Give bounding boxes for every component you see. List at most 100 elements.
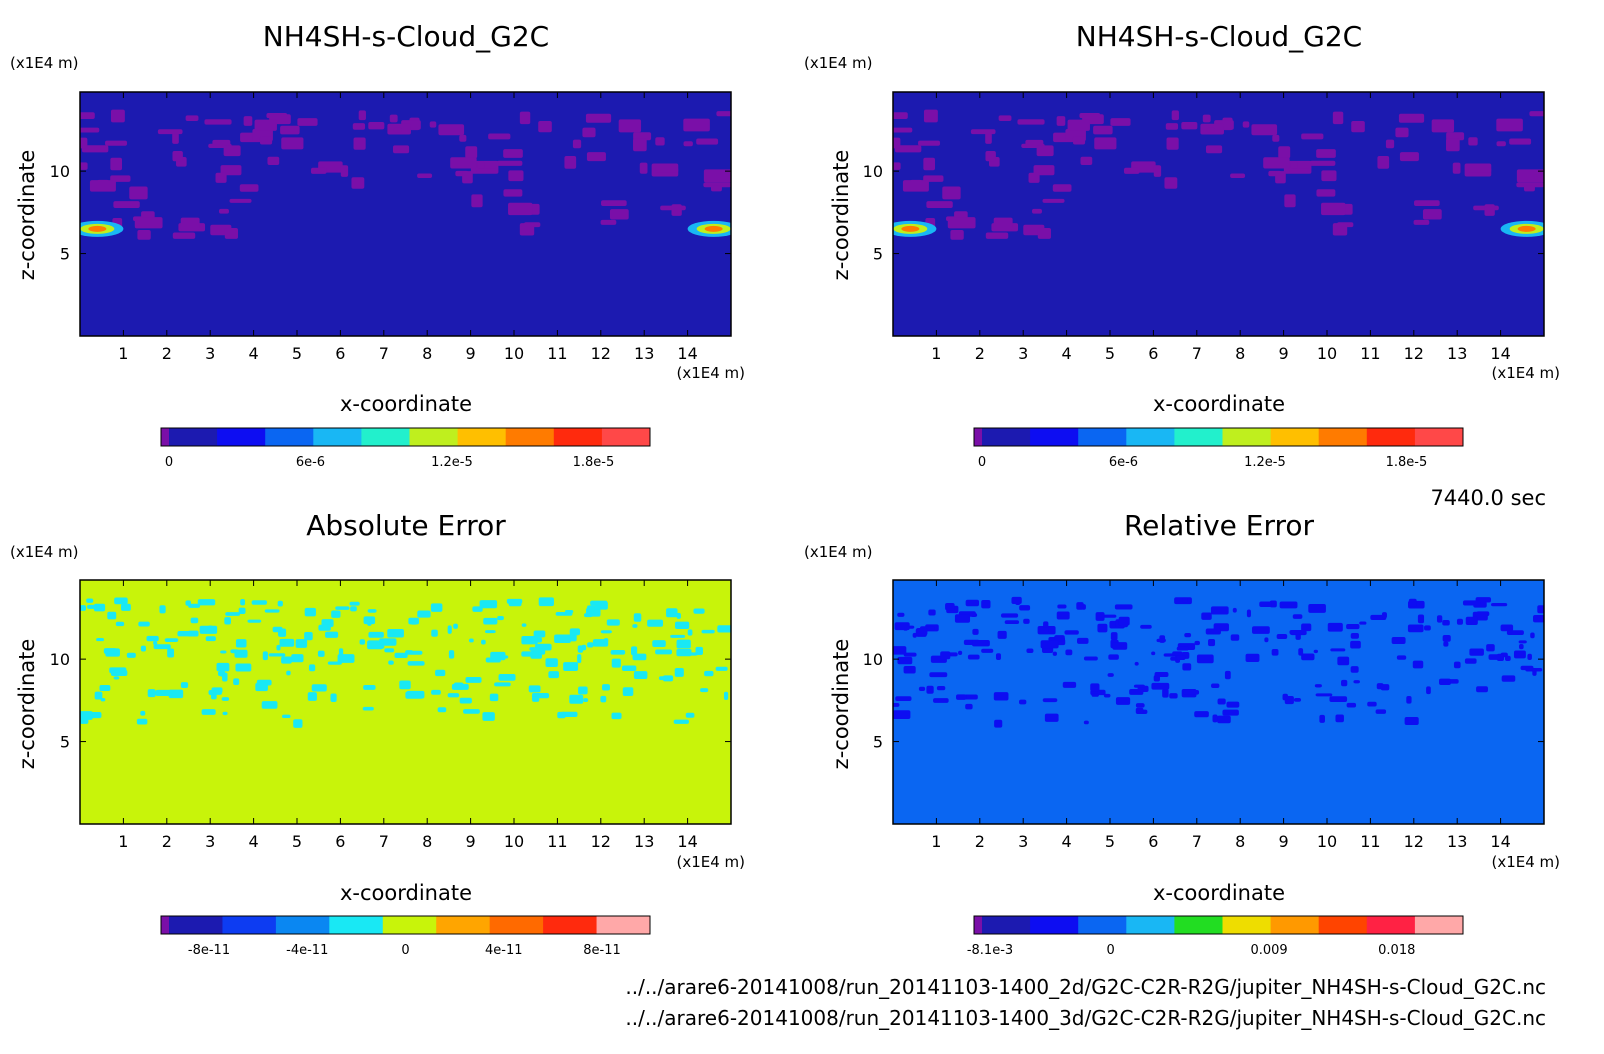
x-tick-label: 8 [422, 832, 432, 851]
file-path-3d: ../../arare6-20141008/run_20141103-1400_… [625, 1006, 1546, 1030]
feature-cell [1465, 616, 1478, 625]
feature-cell [1076, 602, 1084, 610]
feature-cell [1205, 628, 1221, 635]
feature-cell [103, 648, 117, 654]
feature-cell [408, 617, 420, 625]
feature-cell [538, 121, 552, 133]
x-tick-label: 13 [634, 344, 654, 363]
feature-cell [1023, 618, 1030, 624]
feature-cell [215, 172, 227, 183]
colorbar-swatch [382, 916, 437, 934]
feature-cell [1321, 202, 1346, 216]
feature-cell [912, 632, 917, 638]
feature-cell [430, 603, 443, 612]
feature-cell [229, 198, 252, 203]
feature-cell [1208, 639, 1216, 647]
feature-cell [1275, 171, 1286, 184]
feature-cell [942, 186, 961, 200]
feature-cell [1518, 640, 1527, 644]
feature-cell [954, 614, 971, 623]
colorbar-tick-label: 0 [1106, 943, 1114, 958]
colorbar-swatch [974, 428, 983, 446]
feature-cell [1036, 145, 1054, 157]
plot-frame [892, 91, 1545, 337]
y-tick-labels: 5 10 [50, 162, 70, 263]
feature-cell [468, 638, 474, 643]
feature-cell [1298, 648, 1304, 656]
feature-cell [1162, 688, 1169, 698]
colorbar-swatch [1222, 916, 1272, 934]
feature-cell [1064, 630, 1079, 635]
feature-cell [1496, 141, 1506, 147]
feature-cell [671, 204, 682, 216]
feature-cell [239, 184, 259, 192]
feature-cell [113, 201, 140, 208]
feature-cell [652, 640, 666, 648]
feature-cell [704, 670, 714, 677]
feature-cell [577, 645, 584, 653]
colorbar-swatch [217, 428, 266, 446]
feature-cell [147, 689, 156, 698]
colorbar-swatch [1174, 428, 1223, 446]
feature-cell [1278, 146, 1291, 159]
colorbar-frame [973, 915, 1464, 935]
heatmap-background [80, 580, 731, 824]
colorbar-swatch [489, 916, 544, 934]
colorbar-swatch [974, 916, 983, 934]
heatmap-plot [79, 91, 732, 337]
feature-cell [459, 134, 467, 142]
feature-cell [1396, 655, 1407, 660]
feature-cell [994, 719, 1003, 728]
feature-cell [1496, 118, 1523, 132]
feature-cell [216, 662, 230, 672]
colorbar-tick-label: 0.009 [1250, 943, 1287, 958]
feature-cell [1028, 172, 1040, 183]
feature-cell [1176, 655, 1186, 661]
feature-cell [685, 652, 698, 656]
x-unit-label: (x1E4 m) [676, 853, 745, 871]
colorbar-frame [973, 427, 1464, 447]
feature-cell [80, 137, 88, 149]
feature-cell [352, 123, 366, 130]
colorbar-swatch [1222, 428, 1272, 446]
feature-cell [1182, 663, 1192, 671]
feature-cell [268, 653, 286, 657]
feature-cell [587, 605, 595, 612]
feature-cell [219, 208, 229, 214]
x-tick-label: 8 [1235, 832, 1245, 851]
x-tick-label: 1 [931, 344, 941, 363]
feature-cell [472, 606, 483, 612]
feature-cell [940, 651, 951, 660]
feature-cell [331, 610, 341, 618]
feature-cell [89, 180, 116, 192]
feature-cell [1346, 702, 1357, 708]
feature-cell [1404, 716, 1419, 725]
feature-cell [404, 650, 423, 655]
feature-cell [1406, 695, 1412, 704]
feature-cell [602, 684, 610, 691]
feature-cell [222, 711, 228, 716]
feature-cell [674, 668, 684, 677]
feature-cell [554, 634, 571, 644]
feature-cell [80, 717, 89, 724]
feature-cell [1436, 615, 1443, 623]
feature-cell [110, 109, 125, 123]
y-axis-label: z-coordinate [829, 639, 853, 770]
feature-cell [1076, 637, 1089, 644]
x-tick-label: 9 [466, 344, 476, 363]
x-unit-label: (x1E4 m) [1491, 853, 1560, 871]
feature-cell [115, 621, 125, 627]
feature-cell [902, 180, 929, 192]
feature-cell [997, 630, 1007, 639]
feature-cell [1442, 619, 1450, 626]
feature-cell [330, 693, 337, 703]
feature-cell [453, 623, 458, 629]
feature-cell [489, 693, 499, 702]
feature-cell [1350, 640, 1361, 649]
feature-cell [1523, 185, 1535, 192]
colorbar-swatch [169, 428, 218, 446]
feature-cell [1468, 167, 1492, 173]
feature-cell [205, 636, 216, 642]
feature-cell [548, 671, 560, 679]
feature-cell [462, 171, 473, 184]
